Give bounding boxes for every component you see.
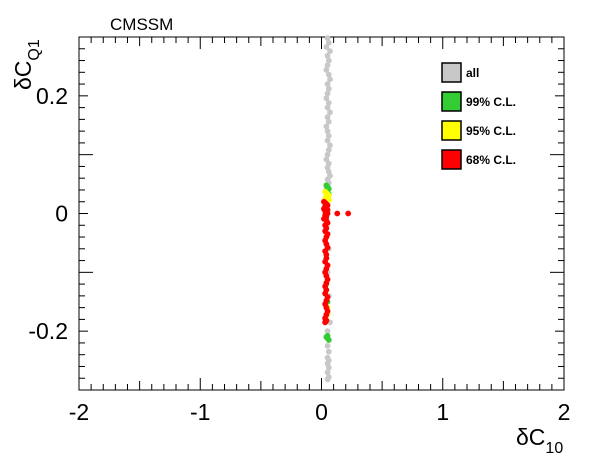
legend-swatch	[441, 91, 462, 112]
data-point	[327, 76, 333, 83]
data-point	[325, 132, 332, 139]
data-point	[323, 44, 330, 50]
legend-label: 95% C.L.	[466, 124, 516, 138]
data-point	[325, 71, 332, 78]
y-axis-label-main: δC	[10, 61, 36, 90]
y-tick-label: -0.2	[28, 318, 68, 344]
data-point	[324, 81, 331, 87]
data-point	[324, 137, 331, 144]
y-tick-labels: -0.2 0 0.2	[28, 83, 68, 344]
data-point	[325, 357, 332, 364]
y-axis-label: δCQ1	[10, 39, 43, 90]
data-point	[325, 85, 332, 92]
x-axis-label-main: δC	[516, 424, 545, 450]
chart-title: CMSSM	[110, 15, 173, 34]
axis-ticks	[78, 36, 565, 391]
data-point	[325, 147, 332, 153]
data-point	[325, 337, 332, 343]
data-point	[325, 348, 332, 355]
legend-label: 99% C.L.	[466, 95, 516, 109]
data-point	[325, 57, 332, 64]
x-tick-label: -1	[190, 399, 210, 425]
x-tick-label: 0	[315, 399, 328, 425]
plot-frame	[78, 36, 565, 391]
data-point	[327, 109, 333, 116]
legend-label: 68% C.L.	[466, 153, 516, 167]
data-point	[324, 104, 331, 111]
data-point	[323, 67, 330, 73]
data-point	[324, 35, 331, 42]
data-point	[345, 210, 352, 217]
data-point	[323, 95, 330, 102]
data-point	[325, 99, 332, 106]
data-point	[324, 62, 331, 69]
x-axis-label-subscript: 10	[545, 440, 563, 457]
y-tick-label: 0.2	[36, 83, 68, 109]
data-point	[324, 342, 331, 349]
data-point	[324, 128, 331, 135]
data-point	[324, 376, 331, 383]
data-point	[325, 364, 332, 371]
data-point	[322, 319, 329, 326]
data-point	[324, 328, 331, 335]
data-point	[334, 210, 341, 217]
x-tick-label: 2	[558, 399, 571, 425]
data-point	[327, 142, 333, 149]
x-tick-label: -2	[69, 399, 89, 425]
data-points	[321, 35, 352, 383]
legend: all 99% C.L. 95% C.L. 68% C.L.	[441, 62, 516, 170]
legend-label: all	[466, 66, 479, 80]
y-axis-label-subscript: Q1	[26, 39, 43, 60]
data-point	[324, 369, 331, 376]
data-point	[325, 118, 332, 125]
legend-swatch	[441, 120, 462, 141]
y-tick-label: 0	[55, 201, 68, 227]
data-point	[323, 123, 330, 130]
x-tick-label: 1	[436, 399, 449, 425]
data-point	[324, 90, 331, 97]
x-axis-label: δC10	[516, 424, 563, 457]
x-tick-labels: -2 -1 0 1 2	[69, 399, 571, 425]
data-point	[327, 48, 333, 55]
data-point	[324, 114, 331, 120]
data-point	[324, 151, 331, 158]
legend-swatch	[441, 62, 462, 83]
data-point	[324, 52, 331, 59]
legend-swatch	[441, 149, 462, 170]
